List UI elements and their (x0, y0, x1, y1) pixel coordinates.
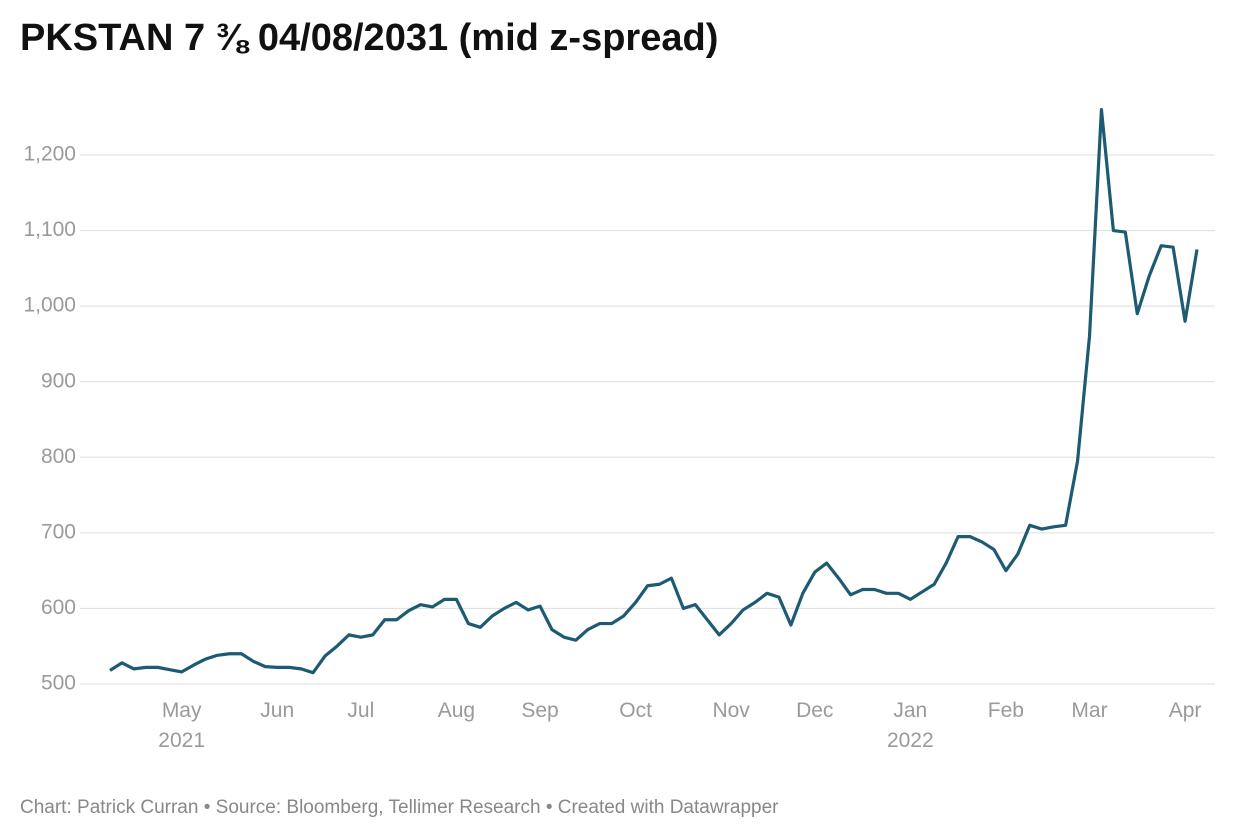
y-tick-label: 900 (41, 369, 76, 392)
x-tick-label: Sep (521, 699, 558, 722)
y-tick-label: 1,100 (23, 218, 76, 241)
data-line (109, 108, 1199, 675)
footer: Chart: Patrick Curran • Source: Bloomber… (20, 797, 779, 818)
x-tick-label: Dec (796, 699, 833, 722)
chart-title: PKSTAN 7 ⅜ 04/08/2031 (mid z-spread) (20, 17, 718, 59)
y-tick-label: 500 (41, 672, 76, 695)
y-tick-label: 700 (41, 520, 76, 543)
x-tick-label: May 2021 (158, 699, 205, 752)
x-tick-label: Jan 2022 (887, 699, 934, 752)
x-tick-label: Apr (1169, 699, 1202, 722)
x-tick-label: Jul (347, 699, 374, 722)
y-tick-label: 800 (41, 445, 76, 468)
y-tick-label: 600 (41, 596, 76, 619)
x-tick-label: Feb (988, 699, 1024, 722)
x-tick-label: Aug (438, 699, 475, 722)
x-tick-label: Oct (619, 699, 652, 722)
y-tick-label: 1,200 (23, 143, 76, 166)
y-tick-label: 1,000 (23, 294, 76, 317)
x-tick-label: Nov (712, 699, 750, 722)
x-tick-label: Mar (1071, 699, 1107, 722)
x-tick-label: Jun (260, 699, 294, 722)
